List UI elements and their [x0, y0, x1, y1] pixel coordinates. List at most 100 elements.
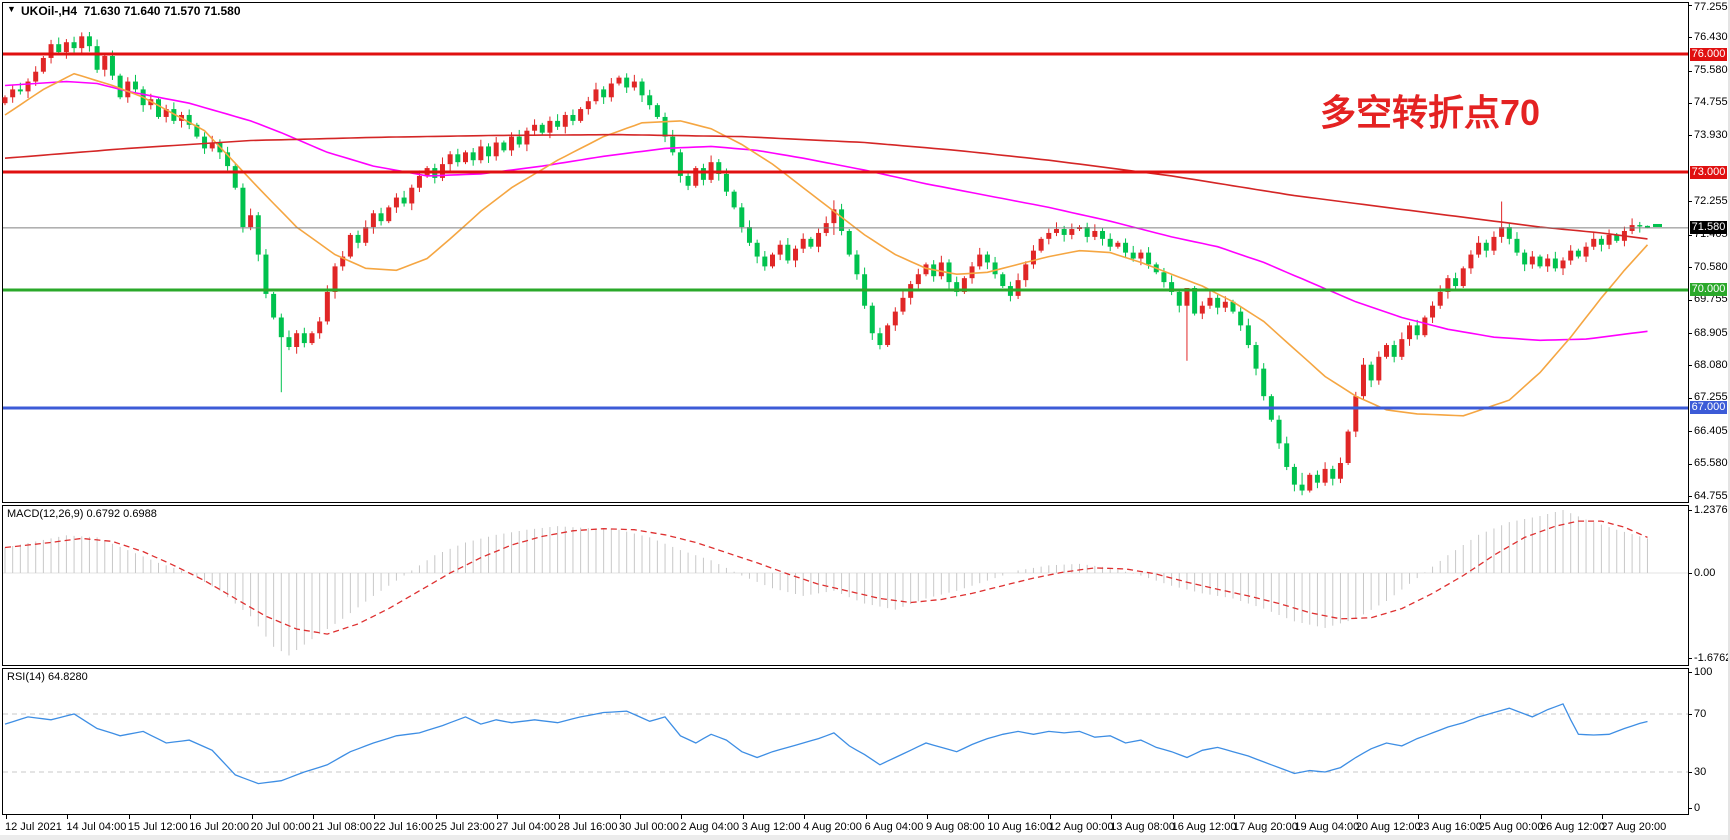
candle-body [608, 83, 614, 98]
time-axis-tick [1234, 815, 1235, 819]
candle-body [263, 254, 269, 294]
candle-body [915, 274, 921, 285]
axis-tick [1688, 201, 1692, 203]
candle-body [248, 215, 254, 228]
time-axis-tick [190, 815, 192, 819]
rsi-indicator-label: RSI(14) 64.8280 [7, 671, 88, 683]
axis-tick [1688, 135, 1692, 137]
candle-body [501, 142, 507, 151]
candle-body [516, 136, 522, 145]
time-axis-label: 30 Jul 00:00 [619, 821, 679, 833]
symbol-dropdown-icon[interactable]: ▼ [7, 4, 16, 14]
candle-body [186, 114, 192, 125]
candle-body [1276, 419, 1282, 444]
candle-body [1130, 252, 1136, 259]
axis-tick [1688, 37, 1692, 39]
candle-body [1483, 242, 1489, 251]
candle-body [478, 146, 484, 161]
candle-body [555, 120, 561, 127]
candle-body [1460, 268, 1466, 287]
candle-body [869, 305, 875, 334]
time-axis-tick [1172, 815, 1174, 819]
time-axis-tick [620, 815, 621, 819]
candle-body [209, 142, 215, 149]
candle-body [754, 242, 760, 257]
axis-tick [1688, 772, 1692, 773]
candle-body [624, 77, 630, 88]
candle-body [1245, 325, 1251, 346]
candle-body [954, 282, 960, 292]
candle-body [1491, 236, 1497, 251]
candle-body [125, 81, 131, 98]
candle-body [117, 75, 123, 98]
rsi-axis-label: 0 [1694, 801, 1701, 814]
candle-body [1053, 229, 1059, 233]
time-axis-label: 10 Aug 16:00 [987, 821, 1053, 833]
time-axis-label: 12 Jul 2021 [5, 821, 62, 833]
rsi-axis-label: 100 [1694, 665, 1713, 678]
candle-body [1391, 345, 1397, 357]
candle-body [647, 95, 653, 106]
candle-body [1430, 305, 1436, 318]
candle-body [1637, 225, 1643, 227]
candle-body [1100, 230, 1106, 239]
candle-body [1084, 227, 1090, 237]
candle-body [885, 325, 891, 346]
candle-body [447, 154, 453, 165]
annotation-text[interactable]: 多空转折点70 [1320, 92, 1541, 133]
candle-body [33, 71, 39, 82]
time-axis-label: 13 Aug 08:00 [1110, 821, 1176, 833]
axis-tick [1688, 102, 1692, 104]
candle-body [56, 44, 62, 53]
candle-body [593, 89, 599, 102]
time-axis-label: 15 Jul 12:00 [127, 821, 188, 833]
candle-body [278, 317, 284, 338]
axis-tick [1688, 658, 1692, 660]
candle-body [171, 109, 177, 121]
candle-body [1192, 288, 1198, 314]
candle-body [363, 227, 369, 243]
candle-body [938, 262, 944, 277]
candle-body [17, 89, 23, 92]
candle-body [401, 197, 407, 204]
candle-body [156, 99, 161, 117]
candle-body [746, 227, 752, 243]
candle-body [271, 293, 277, 318]
time-axis-label: 17 Aug 20:00 [1233, 821, 1298, 833]
price-axis-label: 75.580 [1694, 64, 1728, 77]
axis-tick [1688, 70, 1692, 72]
candle-body [601, 89, 607, 98]
candle-body [1407, 325, 1413, 340]
candle-body [40, 57, 46, 72]
candle-body [1545, 258, 1551, 267]
candle-body [1422, 317, 1428, 336]
candle-body [1330, 468, 1336, 479]
candle-body [1468, 254, 1474, 269]
candle-body [693, 168, 699, 186]
candle-body [1445, 278, 1451, 292]
candle-body [1360, 364, 1366, 397]
candle-body [509, 136, 515, 151]
candle-body [831, 209, 837, 224]
candle-body [1353, 396, 1359, 432]
candle-body [1368, 364, 1374, 381]
candle-body [1284, 443, 1290, 467]
candle-body [770, 254, 775, 267]
candle-body [79, 36, 85, 49]
candle-body [1030, 250, 1036, 265]
candle-body [631, 81, 637, 88]
time-axis-label: 4 Aug 20:00 [803, 821, 862, 833]
candle-body [977, 254, 983, 267]
candle-body [923, 264, 929, 275]
candle-body [1414, 325, 1420, 336]
time-axis-tick [67, 815, 69, 819]
macd-signal-line [4, 520, 1648, 635]
time-axis-label: 3 Aug 12:00 [741, 821, 801, 833]
time-axis-label: 12 Aug 00:00 [1048, 821, 1114, 833]
candle-body [1222, 301, 1228, 308]
candle-body [1529, 256, 1535, 265]
candle-body [1291, 466, 1297, 485]
candle-body [63, 42, 69, 53]
time-axis-label: 6 Aug 04:00 [864, 821, 924, 833]
